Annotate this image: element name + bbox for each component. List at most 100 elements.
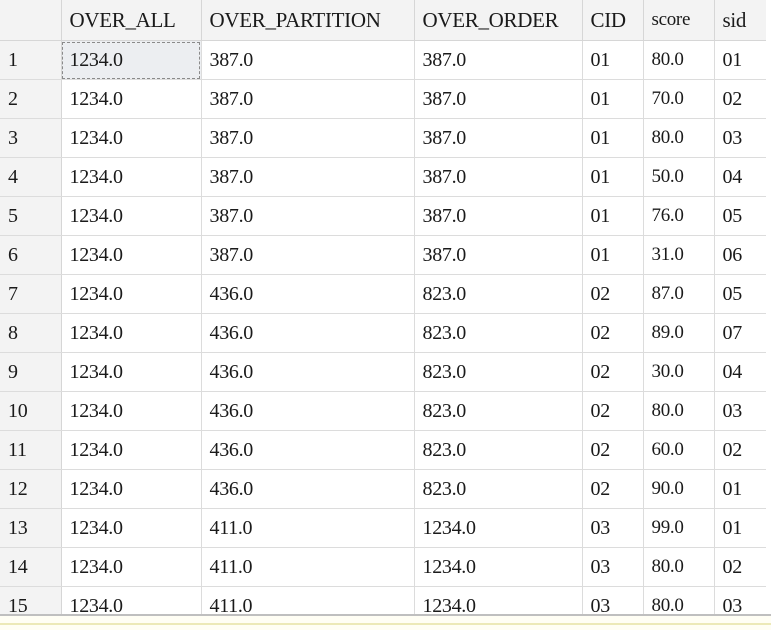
table-row[interactable]: 6 1234.0 387.0 387.0 01 31.0 06 — [0, 235, 766, 275]
cell-cid[interactable]: 03 — [582, 547, 644, 587]
table-row[interactable]: 14 1234.0 411.0 1234.0 03 80.0 02 — [0, 547, 766, 587]
cell-over-all[interactable]: 1234.0 — [61, 586, 202, 614]
cell-sid[interactable]: 03 — [714, 118, 766, 158]
cell-cid[interactable]: 01 — [582, 157, 644, 197]
cell-sid[interactable]: 05 — [714, 274, 766, 314]
table-row[interactable]: 1 1234.0 387.0 387.0 01 80.0 01 — [0, 40, 766, 80]
table-row[interactable]: 5 1234.0 387.0 387.0 01 76.0 05 — [0, 196, 766, 236]
cell-over-all[interactable]: 1234.0 — [61, 274, 202, 314]
cell-score[interactable]: 89.0 — [643, 313, 715, 353]
row-number[interactable]: 13 — [0, 508, 62, 548]
cell-score[interactable]: 30.0 — [643, 352, 715, 392]
cell-over-partition[interactable]: 387.0 — [201, 235, 415, 275]
row-number[interactable]: 3 — [0, 118, 62, 158]
row-number[interactable]: 1 — [0, 40, 62, 80]
cell-over-partition[interactable]: 411.0 — [201, 586, 415, 614]
cell-over-all[interactable]: 1234.0 — [61, 79, 202, 119]
column-header-cid[interactable]: CID — [582, 0, 644, 41]
cell-sid[interactable]: 03 — [714, 391, 766, 431]
cell-score[interactable]: 87.0 — [643, 274, 715, 314]
cell-over-order[interactable]: 387.0 — [414, 118, 583, 158]
cell-over-all[interactable]: 1234.0 — [61, 235, 202, 275]
cell-over-all[interactable]: 1234.0 — [61, 352, 202, 392]
column-header-sid[interactable]: sid — [714, 0, 766, 41]
cell-over-partition[interactable]: 411.0 — [201, 547, 415, 587]
table-row[interactable]: 7 1234.0 436.0 823.0 02 87.0 05 — [0, 274, 766, 314]
cell-cid[interactable]: 02 — [582, 391, 644, 431]
table-row[interactable]: 15 1234.0 411.0 1234.0 03 80.0 03 — [0, 586, 766, 614]
row-number[interactable]: 4 — [0, 157, 62, 197]
table-row[interactable]: 10 1234.0 436.0 823.0 02 80.0 03 — [0, 391, 766, 431]
cell-over-all[interactable]: 1234.0 — [61, 157, 202, 197]
cell-sid[interactable]: 04 — [714, 157, 766, 197]
row-number[interactable]: 9 — [0, 352, 62, 392]
cell-over-partition[interactable]: 436.0 — [201, 391, 415, 431]
cell-over-order[interactable]: 387.0 — [414, 196, 583, 236]
cell-sid[interactable]: 06 — [714, 235, 766, 275]
row-number[interactable]: 12 — [0, 469, 62, 509]
table-row[interactable]: 2 1234.0 387.0 387.0 01 70.0 02 — [0, 79, 766, 119]
cell-cid[interactable]: 02 — [582, 313, 644, 353]
column-header-over-order[interactable]: OVER_ORDER — [414, 0, 583, 41]
table-row[interactable]: 4 1234.0 387.0 387.0 01 50.0 04 — [0, 157, 766, 197]
row-number[interactable]: 11 — [0, 430, 62, 470]
table-row[interactable]: 9 1234.0 436.0 823.0 02 30.0 04 — [0, 352, 766, 392]
cell-over-order[interactable]: 823.0 — [414, 313, 583, 353]
table-row[interactable]: 13 1234.0 411.0 1234.0 03 99.0 01 — [0, 508, 766, 548]
cell-over-all[interactable]: 1234.0 — [61, 547, 202, 587]
cell-over-order[interactable]: 823.0 — [414, 469, 583, 509]
cell-over-partition[interactable]: 436.0 — [201, 469, 415, 509]
cell-sid[interactable]: 01 — [714, 469, 766, 509]
cell-sid[interactable]: 01 — [714, 508, 766, 548]
cell-cid[interactable]: 02 — [582, 352, 644, 392]
results-grid[interactable]: OVER_ALL OVER_PARTITION OVER_ORDER CID s… — [0, 0, 766, 614]
cell-over-order[interactable]: 1234.0 — [414, 508, 583, 548]
cell-score[interactable]: 80.0 — [643, 547, 715, 587]
cell-over-order[interactable]: 387.0 — [414, 40, 583, 80]
cell-cid[interactable]: 01 — [582, 196, 644, 236]
cell-over-all[interactable]: 1234.0 — [61, 196, 202, 236]
table-row[interactable]: 8 1234.0 436.0 823.0 02 89.0 07 — [0, 313, 766, 353]
row-number[interactable]: 6 — [0, 235, 62, 275]
column-header-score[interactable]: score — [643, 0, 715, 41]
cell-score[interactable]: 80.0 — [643, 391, 715, 431]
cell-score[interactable]: 60.0 — [643, 430, 715, 470]
cell-over-all-selected[interactable]: 1234.0 — [61, 40, 202, 80]
row-number[interactable]: 2 — [0, 79, 62, 119]
cell-score[interactable]: 76.0 — [643, 196, 715, 236]
cell-sid[interactable]: 05 — [714, 196, 766, 236]
cell-over-order[interactable]: 387.0 — [414, 79, 583, 119]
table-row[interactable]: 11 1234.0 436.0 823.0 02 60.0 02 — [0, 430, 766, 470]
cell-cid[interactable]: 03 — [582, 586, 644, 614]
cell-sid[interactable]: 02 — [714, 79, 766, 119]
cell-cid[interactable]: 02 — [582, 469, 644, 509]
cell-over-partition[interactable]: 436.0 — [201, 313, 415, 353]
table-row[interactable]: 12 1234.0 436.0 823.0 02 90.0 01 — [0, 469, 766, 509]
cell-over-partition[interactable]: 411.0 — [201, 508, 415, 548]
cell-over-order[interactable]: 1234.0 — [414, 547, 583, 587]
cell-score[interactable]: 50.0 — [643, 157, 715, 197]
cell-sid[interactable]: 04 — [714, 352, 766, 392]
cell-score[interactable]: 99.0 — [643, 508, 715, 548]
row-number[interactable]: 7 — [0, 274, 62, 314]
table-row[interactable]: 3 1234.0 387.0 387.0 01 80.0 03 — [0, 118, 766, 158]
cell-over-all[interactable]: 1234.0 — [61, 118, 202, 158]
cell-over-partition[interactable]: 387.0 — [201, 40, 415, 80]
cell-over-order[interactable]: 823.0 — [414, 391, 583, 431]
row-number[interactable]: 14 — [0, 547, 62, 587]
cell-score[interactable]: 80.0 — [643, 40, 715, 80]
cell-cid[interactable]: 01 — [582, 79, 644, 119]
cell-cid[interactable]: 02 — [582, 430, 644, 470]
cell-score[interactable]: 90.0 — [643, 469, 715, 509]
cell-over-order[interactable]: 387.0 — [414, 157, 583, 197]
cell-over-all[interactable]: 1234.0 — [61, 391, 202, 431]
cell-over-partition[interactable]: 387.0 — [201, 157, 415, 197]
cell-sid[interactable]: 02 — [714, 547, 766, 587]
cell-over-partition[interactable]: 387.0 — [201, 79, 415, 119]
cell-over-order[interactable]: 387.0 — [414, 235, 583, 275]
cell-over-partition[interactable]: 436.0 — [201, 274, 415, 314]
cell-over-all[interactable]: 1234.0 — [61, 313, 202, 353]
row-number[interactable]: 8 — [0, 313, 62, 353]
cell-over-partition[interactable]: 436.0 — [201, 430, 415, 470]
cell-over-partition[interactable]: 387.0 — [201, 118, 415, 158]
